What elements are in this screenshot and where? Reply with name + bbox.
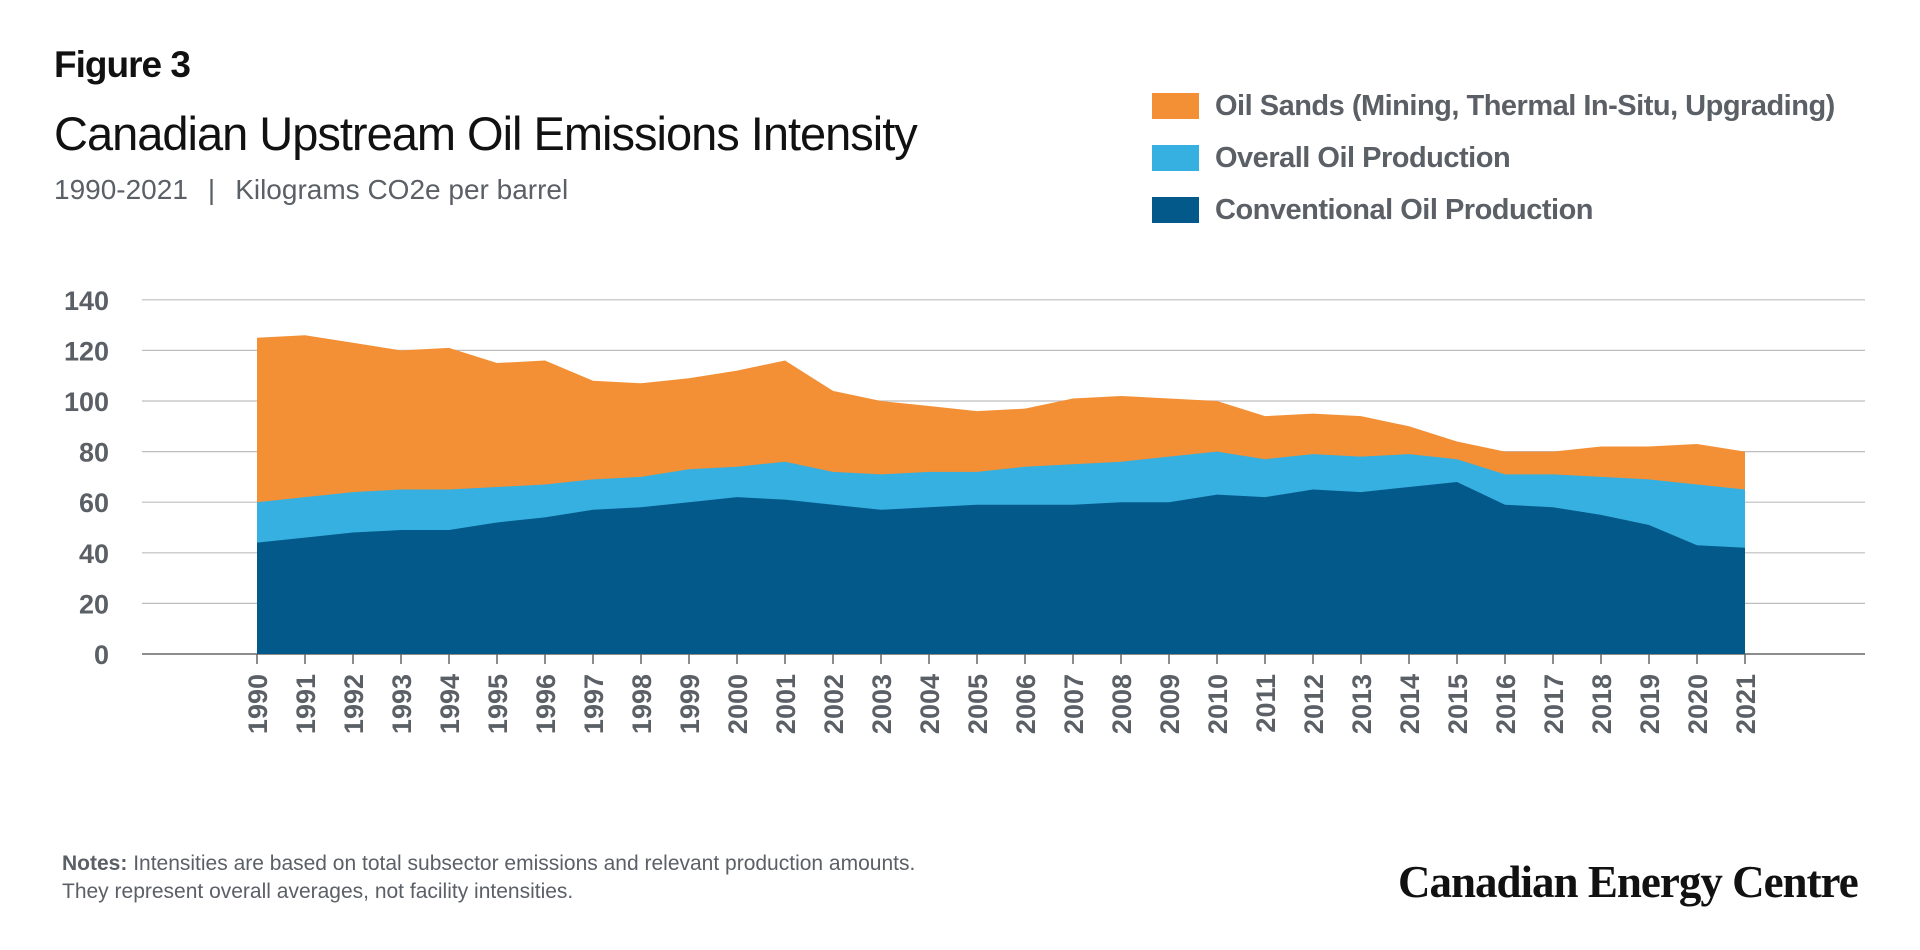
x-tick-label: 2006 bbox=[1011, 674, 1041, 734]
y-tick-label: 20 bbox=[79, 589, 109, 619]
x-tick-label: 1993 bbox=[387, 674, 417, 734]
subtitle-years: 1990-2021 bbox=[54, 174, 188, 205]
x-tick-label: 2019 bbox=[1635, 674, 1665, 734]
x-tick-label: 2013 bbox=[1347, 674, 1377, 734]
legend-label-conventional: Conventional Oil Production bbox=[1215, 193, 1594, 226]
chart-legend: Oil Sands (Mining, Thermal In-Situ, Upgr… bbox=[1152, 80, 1835, 236]
area-conventional bbox=[257, 481, 1745, 654]
legend-label-oil-sands: Oil Sands (Mining, Thermal In-Situ, Upgr… bbox=[1215, 89, 1835, 122]
x-tick-label: 1990 bbox=[243, 674, 273, 734]
x-tick-label: 1999 bbox=[675, 674, 705, 734]
y-tick-label: 100 bbox=[64, 387, 109, 417]
x-tick-label: 2000 bbox=[723, 674, 753, 734]
x-tick-label: 1994 bbox=[435, 674, 465, 734]
x-tick-label: 1997 bbox=[579, 674, 609, 734]
subtitle-units: Kilograms CO2e per barrel bbox=[235, 174, 569, 205]
legend-swatch-conventional bbox=[1152, 197, 1199, 223]
notes-line-2: They represent overall averages, not fac… bbox=[62, 880, 574, 903]
x-tick-label: 1992 bbox=[339, 674, 369, 734]
x-tick-label: 2001 bbox=[771, 674, 801, 734]
legend-item-oil-sands: Oil Sands (Mining, Thermal In-Situ, Upgr… bbox=[1152, 80, 1835, 132]
x-tick-label: 1996 bbox=[531, 674, 561, 734]
x-tick-label: 2015 bbox=[1443, 674, 1473, 734]
x-tick-label: 2014 bbox=[1395, 674, 1425, 734]
legend-swatch-overall bbox=[1152, 145, 1199, 171]
notes: Notes: Intensities are based on total su… bbox=[62, 850, 915, 906]
y-tick-label: 120 bbox=[64, 336, 109, 366]
y-tick-label: 0 bbox=[94, 640, 109, 670]
x-tick-label: 2011 bbox=[1251, 674, 1281, 733]
y-tick-label: 60 bbox=[79, 488, 109, 518]
x-tick-label: 1998 bbox=[627, 674, 657, 734]
y-tick-label: 40 bbox=[79, 539, 109, 569]
x-tick-label: 2018 bbox=[1587, 674, 1617, 734]
x-tick-label: 2003 bbox=[867, 674, 897, 734]
chart-subtitle: 1990-2021 | Kilograms CO2e per barrel bbox=[54, 174, 568, 206]
x-tick-label: 2008 bbox=[1107, 674, 1137, 734]
figure-label: Figure 3 bbox=[54, 44, 191, 85]
legend-label-overall: Overall Oil Production bbox=[1215, 141, 1511, 174]
legend-swatch-oil-sands bbox=[1152, 93, 1199, 119]
x-tick-label: 2007 bbox=[1059, 674, 1089, 734]
x-tick-label: 2002 bbox=[819, 674, 849, 734]
x-tick-label: 2017 bbox=[1539, 674, 1569, 734]
x-tick-label: 2009 bbox=[1155, 674, 1185, 734]
x-tick-label: 2005 bbox=[963, 674, 993, 734]
notes-line-1: Intensities are based on total subsector… bbox=[133, 852, 916, 875]
x-tick-label: 1995 bbox=[483, 674, 513, 734]
x-tick-label: 2020 bbox=[1683, 674, 1713, 734]
x-tick-label: 2021 bbox=[1731, 674, 1761, 734]
subtitle-separator: | bbox=[207, 174, 216, 205]
brand-logo: Canadian Energy Centre bbox=[1398, 857, 1859, 907]
notes-label: Notes: bbox=[62, 852, 128, 875]
y-tick-label: 140 bbox=[64, 286, 109, 316]
x-tick-label: 2010 bbox=[1203, 674, 1233, 734]
x-tick-label: 2004 bbox=[915, 674, 945, 734]
x-tick-label: 2012 bbox=[1299, 674, 1329, 734]
x-tick-label: 1991 bbox=[291, 674, 321, 734]
y-tick-label: 80 bbox=[79, 438, 109, 468]
x-tick-label: 2016 bbox=[1491, 674, 1521, 734]
chart-title: Canadian Upstream Oil Emissions Intensit… bbox=[54, 107, 918, 160]
legend-item-conventional: Conventional Oil Production bbox=[1152, 184, 1835, 236]
legend-item-overall: Overall Oil Production bbox=[1152, 132, 1835, 184]
